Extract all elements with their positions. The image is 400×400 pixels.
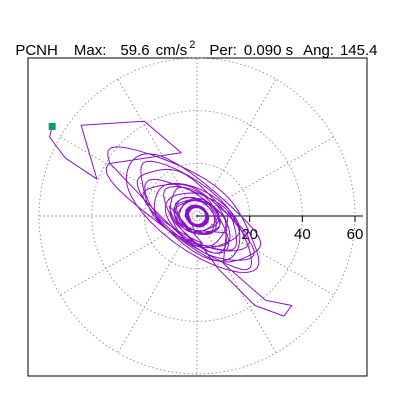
max-unit-exponent: 2	[189, 39, 196, 51]
period-value: 0.090 s	[243, 42, 294, 59]
header: PCNH Max: 59.6 cm/s 2 Per: 0.090 s Ang: 145.4	[7, 18, 378, 60]
station-name: PCNH	[15, 42, 58, 59]
angle-value: 145.4	[339, 42, 378, 59]
particle-motion-trace	[49, 120, 293, 317]
grid-spoke-30	[196, 136, 335, 217]
angle-label: Ang:	[303, 42, 334, 59]
grid-spoke-60	[196, 78, 277, 217]
max-label: Max:	[73, 42, 107, 59]
grid-spoke-120	[117, 78, 198, 217]
max-unit: cm/s	[155, 42, 188, 59]
max-value: 59.6	[120, 42, 150, 59]
tick-label-60: 60	[347, 226, 364, 243]
tick-label-40: 40	[294, 226, 311, 243]
period-label: Per:	[209, 42, 237, 59]
start-point-marker	[48, 122, 56, 130]
